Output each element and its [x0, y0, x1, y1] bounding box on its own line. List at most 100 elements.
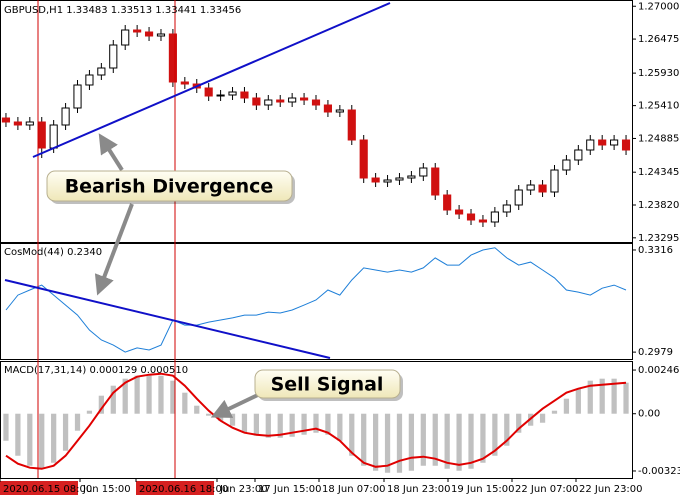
x-tick-label: 17 Jun 15:00 — [258, 484, 322, 495]
candle-body — [97, 67, 106, 76]
x-tick-label: 18 Jun 23:00 — [387, 484, 451, 495]
candle-body — [514, 189, 523, 206]
macd-title: MACD(17,31,14) 0.000129 0.000510 — [4, 365, 188, 376]
cosmod-title: CosMod(44) 0.2340 — [4, 247, 102, 258]
histogram-bar — [15, 413, 21, 456]
histogram-bar — [480, 413, 486, 463]
candle-body — [264, 99, 273, 106]
candle-body — [359, 139, 368, 179]
candle-body — [49, 124, 58, 149]
histogram-bar — [361, 413, 367, 466]
candle-body — [323, 104, 333, 113]
candle-body — [25, 121, 34, 126]
candle-body — [73, 84, 82, 109]
histogram-bar — [146, 375, 152, 414]
candle-body — [37, 121, 46, 149]
histogram-bar — [182, 392, 188, 414]
histogram-bar — [301, 413, 307, 435]
candle-body — [144, 31, 154, 37]
candle-body — [311, 99, 321, 106]
histogram-bar — [206, 413, 212, 416]
histogram-bar — [420, 413, 426, 466]
candle-body — [252, 97, 261, 106]
candle-body — [562, 159, 571, 171]
candle-body — [1, 117, 11, 123]
line — [5, 247, 627, 353]
candle-body — [13, 121, 22, 126]
y-tick-label: 1.24345 — [638, 167, 679, 178]
candle-body — [395, 177, 404, 181]
histogram-bar — [265, 413, 271, 438]
candle-body — [550, 169, 559, 193]
trend-line — [32, 2, 391, 158]
histogram-bar — [110, 385, 116, 414]
histogram-bar — [51, 413, 57, 463]
histogram-bar — [516, 413, 522, 433]
candle-body — [466, 213, 476, 221]
candle-body — [180, 81, 189, 85]
y-tick-label: 1.25410 — [638, 101, 679, 112]
candle-body — [455, 209, 464, 215]
histogram-bar — [492, 413, 498, 456]
x-tick-label: Jun 23:00 — [219, 484, 268, 495]
candle-body — [383, 179, 392, 183]
arrow — [210, 391, 263, 418]
histogram-bar — [241, 413, 248, 433]
candle-body — [240, 91, 249, 99]
x-tick-label: 2020.06.16 18:00 — [139, 484, 228, 495]
line — [5, 372, 627, 470]
candle-body — [168, 33, 177, 83]
callout-box — [46, 170, 293, 202]
callout-text: Sell Signal — [271, 374, 384, 396]
histogram-bar — [98, 395, 104, 414]
histogram-bar — [396, 413, 403, 473]
x-tick-label: Jun 15:00 — [82, 484, 131, 495]
x-tick-label: 18 Jun 07:00 — [322, 484, 386, 495]
histogram-bar — [122, 378, 128, 414]
histogram-bar — [62, 413, 69, 451]
histogram-bar — [599, 378, 605, 414]
histogram-bar — [74, 413, 81, 431]
x-tick-label: 22 Jun 23:00 — [579, 484, 643, 495]
x-tick-label: 22 Jun 07:00 — [515, 484, 579, 495]
histogram-bar — [194, 405, 200, 414]
histogram-bar — [551, 410, 558, 414]
candle-body — [574, 149, 583, 161]
callout-text: Bearish Divergence — [65, 176, 274, 198]
candle-body — [478, 219, 488, 223]
candle-body — [347, 109, 356, 141]
y-tick-label: 1.27000 — [638, 1, 679, 12]
candle-body — [276, 99, 285, 103]
time-highlight — [136, 481, 214, 495]
candle-body — [598, 139, 607, 146]
candle-body — [288, 97, 297, 103]
y-tick-label: 0.3316 — [638, 245, 673, 256]
y-tick-label: 0.2979 — [638, 347, 673, 358]
candle-body — [133, 29, 142, 33]
candle-body — [335, 109, 344, 113]
x-tick-label: 19 Jun 15:00 — [451, 484, 515, 495]
candle-body — [502, 204, 511, 213]
candle-body — [538, 184, 547, 193]
callout-arrows — [94, 133, 263, 418]
histogram-bar — [456, 413, 462, 471]
candle-body — [490, 211, 499, 223]
y-tick-label: 1.24885 — [638, 133, 679, 144]
histogram-bar — [504, 413, 510, 446]
histogram-bar — [86, 410, 93, 414]
y-tick-label: 0.00 — [638, 409, 660, 420]
histogram-bar — [623, 382, 629, 414]
candle-body — [371, 177, 380, 183]
candle-body — [299, 97, 309, 101]
histogram-bar — [170, 380, 176, 414]
candle-body — [204, 87, 213, 97]
main-title: GBPUSD,H1 1.33483 1.33513 1.33441 1.3345… — [4, 5, 241, 16]
candle-body — [407, 175, 416, 179]
y-tick-label: 0.002465 — [638, 365, 680, 376]
histogram-bar — [611, 378, 617, 414]
histogram-bar — [408, 413, 415, 471]
callout-box — [254, 369, 401, 399]
y-tick-label: -0.003233 — [638, 466, 680, 477]
